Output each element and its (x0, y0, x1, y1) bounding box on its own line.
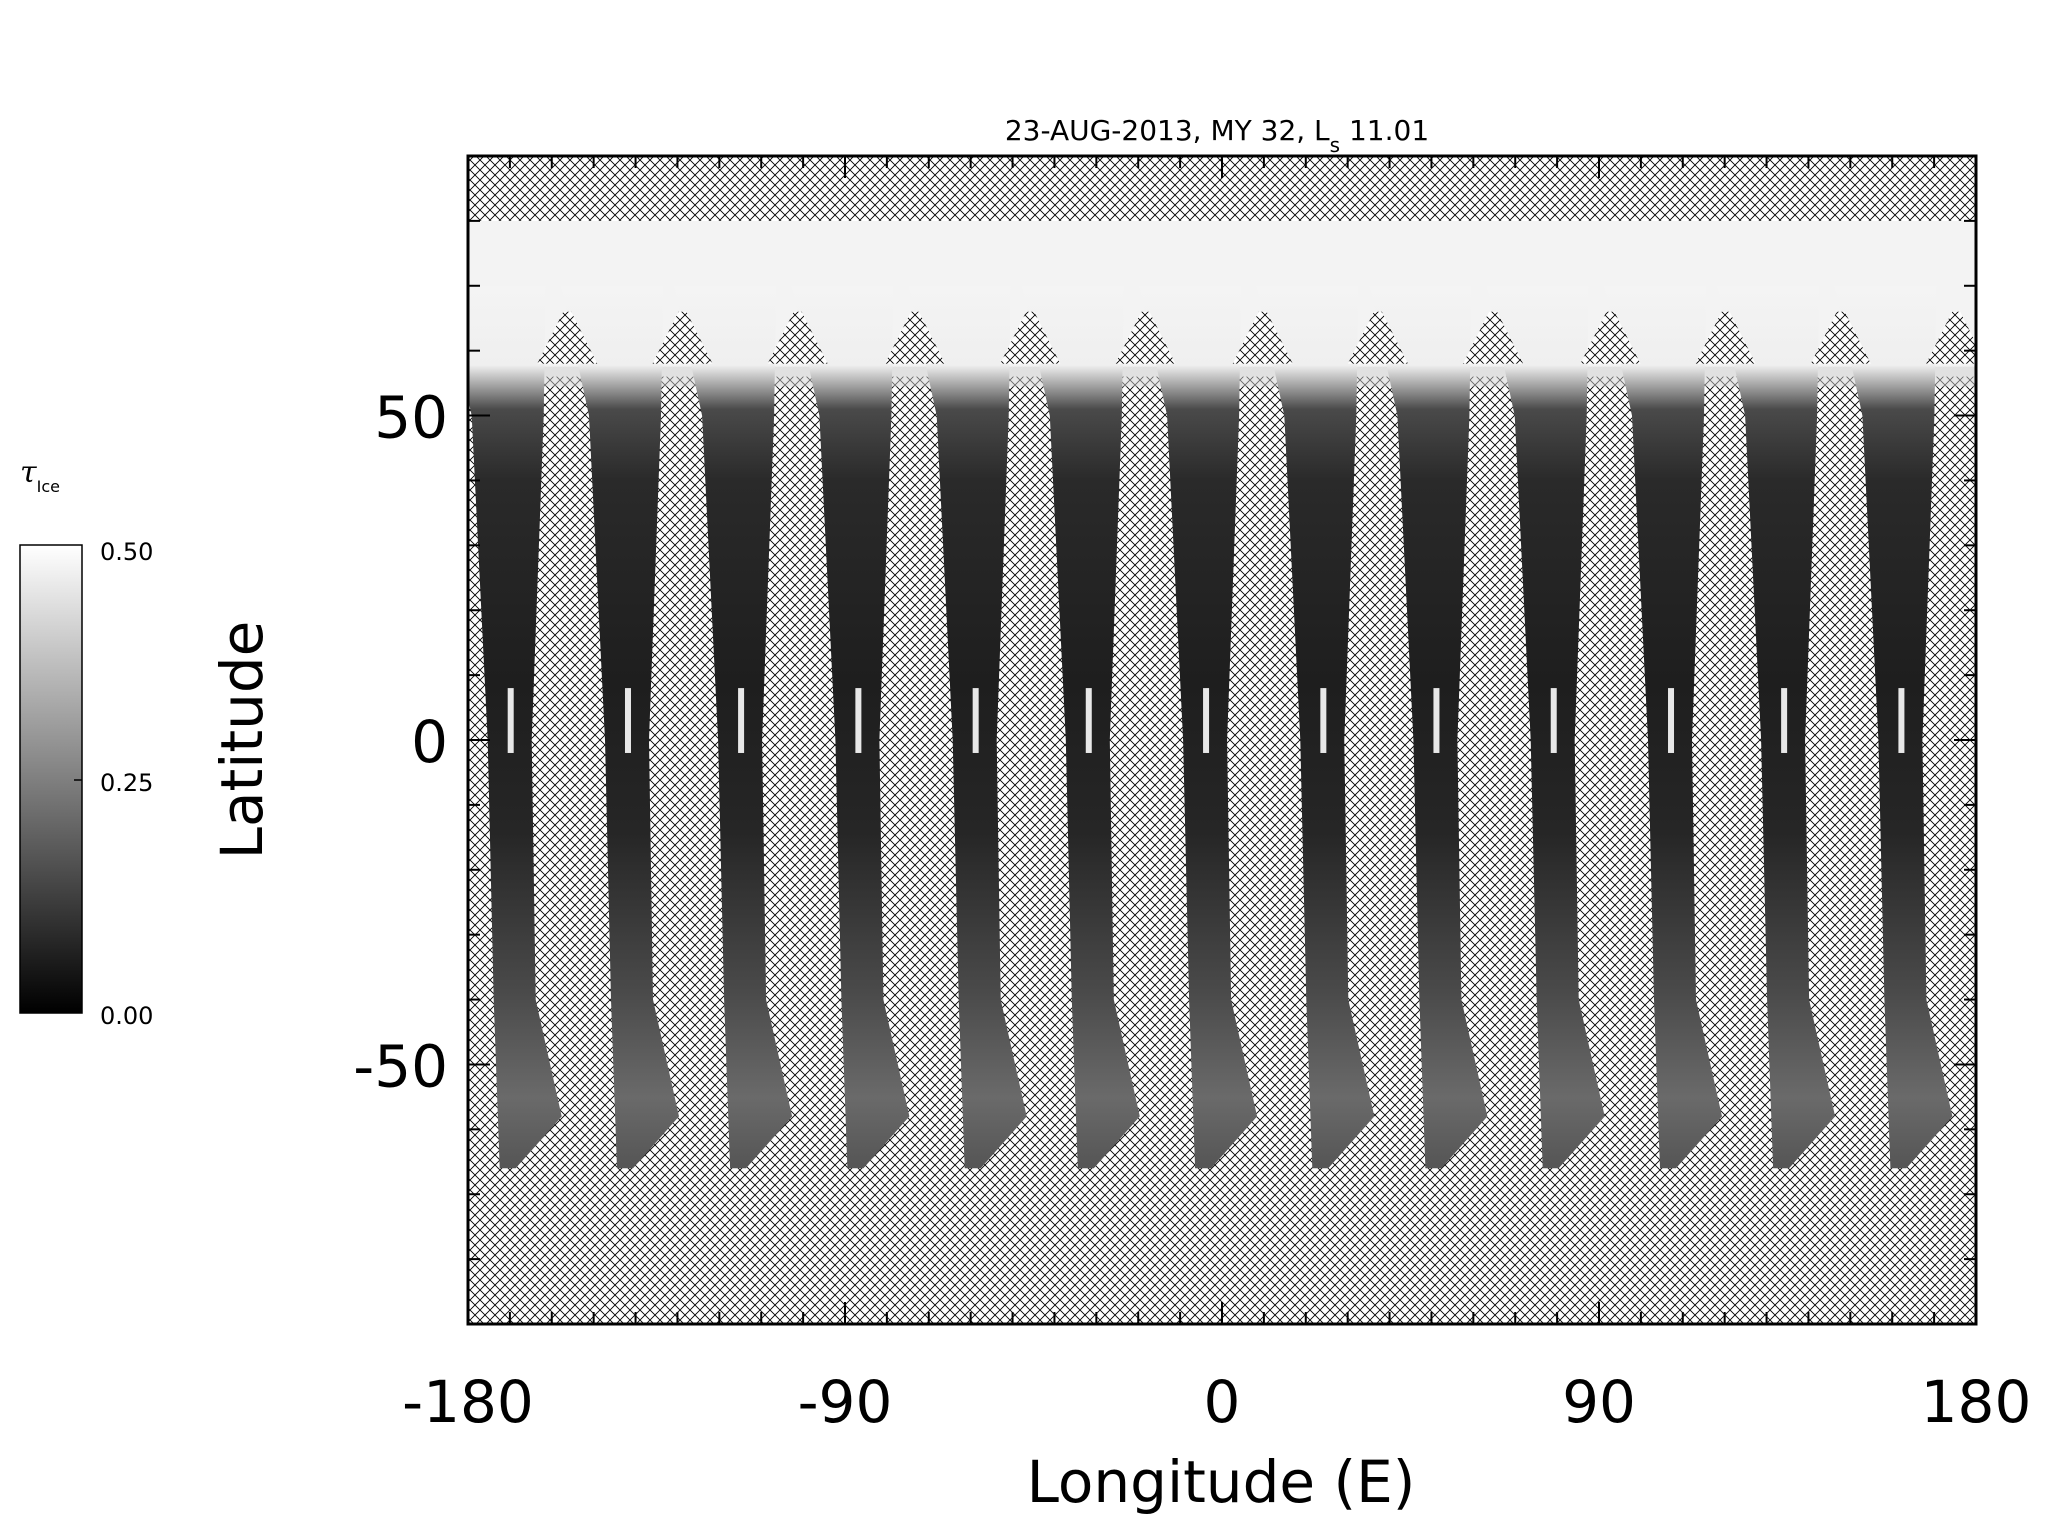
gap-wedge-5 (1000, 311, 1061, 364)
x-tick-label: 180 (1921, 1368, 2032, 1436)
colorbar: τIce 0.50 0.25 0.00 (19, 455, 153, 1030)
swath-8 (1256, 285, 1375, 1169)
swath-11-equator-cloud (1668, 688, 1675, 753)
gap-wedge-12 (1810, 311, 1871, 364)
colorbar-gradient (19, 544, 83, 1014)
gap-wedge-6 (1115, 311, 1176, 364)
swath-4-equator-cloud (855, 688, 862, 753)
data-layer (468, 220, 1976, 1169)
swath-9 (1369, 285, 1488, 1169)
swath-5-equator-cloud (972, 688, 979, 753)
swath-8-equator-cloud (1320, 688, 1327, 753)
swath-5 (908, 285, 1027, 1169)
swath-7 (1139, 285, 1258, 1169)
x-tick-label: -90 (798, 1368, 893, 1436)
plot-frame (466, 154, 1978, 1326)
gap-wedge-10 (1580, 311, 1641, 364)
gap-wedge-2 (652, 311, 713, 364)
gap-wedge-11 (1695, 311, 1756, 364)
swath-7-equator-cloud (1203, 688, 1210, 753)
swath-6 (1021, 285, 1140, 1169)
colorbar-tick-mid: 0.25 (100, 769, 153, 797)
swath-10 (1486, 285, 1605, 1169)
gap-wedge-4 (885, 311, 945, 364)
swath-3-equator-cloud (738, 688, 745, 753)
colorbar-symbol: τ (20, 455, 37, 490)
swath-1 (468, 285, 562, 1169)
gap-wedge-8 (1347, 311, 1408, 364)
colorbar-title: τIce (20, 455, 60, 496)
tick-labels: -180 -90 0 90 180 50 0 -50 (353, 384, 2031, 1436)
colorbar-tick-max: 0.50 (100, 538, 153, 566)
map-title: 23-AUG-2013, MY 32, Ls 11.01 (1005, 114, 1429, 157)
swath-12-equator-cloud (1781, 688, 1788, 753)
x-tick-label: -180 (402, 1368, 534, 1436)
swath-13 (1834, 285, 1953, 1169)
swath-11 (1604, 285, 1722, 1169)
swath-10-equator-cloud (1550, 688, 1557, 753)
swath-3 (674, 285, 793, 1169)
x-tick-label: 90 (1562, 1368, 1636, 1436)
swath-4 (791, 285, 910, 1169)
swath-12 (1717, 285, 1836, 1169)
y-tick-label: -50 (353, 1032, 448, 1100)
title-suffix: 11.01 (1340, 114, 1429, 147)
gap-wedge-7 (1232, 311, 1293, 364)
swath-2 (561, 285, 679, 1169)
y-axis-label: Latitude (208, 621, 276, 860)
y-tick-label: 0 (411, 708, 448, 776)
gap-wedge-13 (1926, 311, 1976, 364)
x-tick-label: 0 (1204, 1368, 1241, 1436)
swath-1-equator-cloud (507, 688, 514, 753)
title-prefix: 23-AUG-2013, MY 32, L (1005, 114, 1330, 147)
colorbar-tick-min: 0.00 (100, 1002, 153, 1030)
colorbar-subscript: Ice (37, 477, 60, 496)
swath-6-equator-cloud (1085, 688, 1092, 753)
swath-13-equator-cloud (1898, 688, 1905, 753)
y-tick-label: 50 (374, 384, 448, 452)
title-subscript: s (1330, 133, 1340, 157)
swath-9-equator-cloud (1433, 688, 1440, 753)
gap-wedge-9 (1463, 311, 1524, 364)
gap-wedge-1 (537, 311, 598, 364)
swath-2-equator-cloud (624, 688, 631, 753)
x-axis-label: Longitude (E) (1027, 1448, 1416, 1516)
gap-wedge-3 (767, 311, 828, 364)
